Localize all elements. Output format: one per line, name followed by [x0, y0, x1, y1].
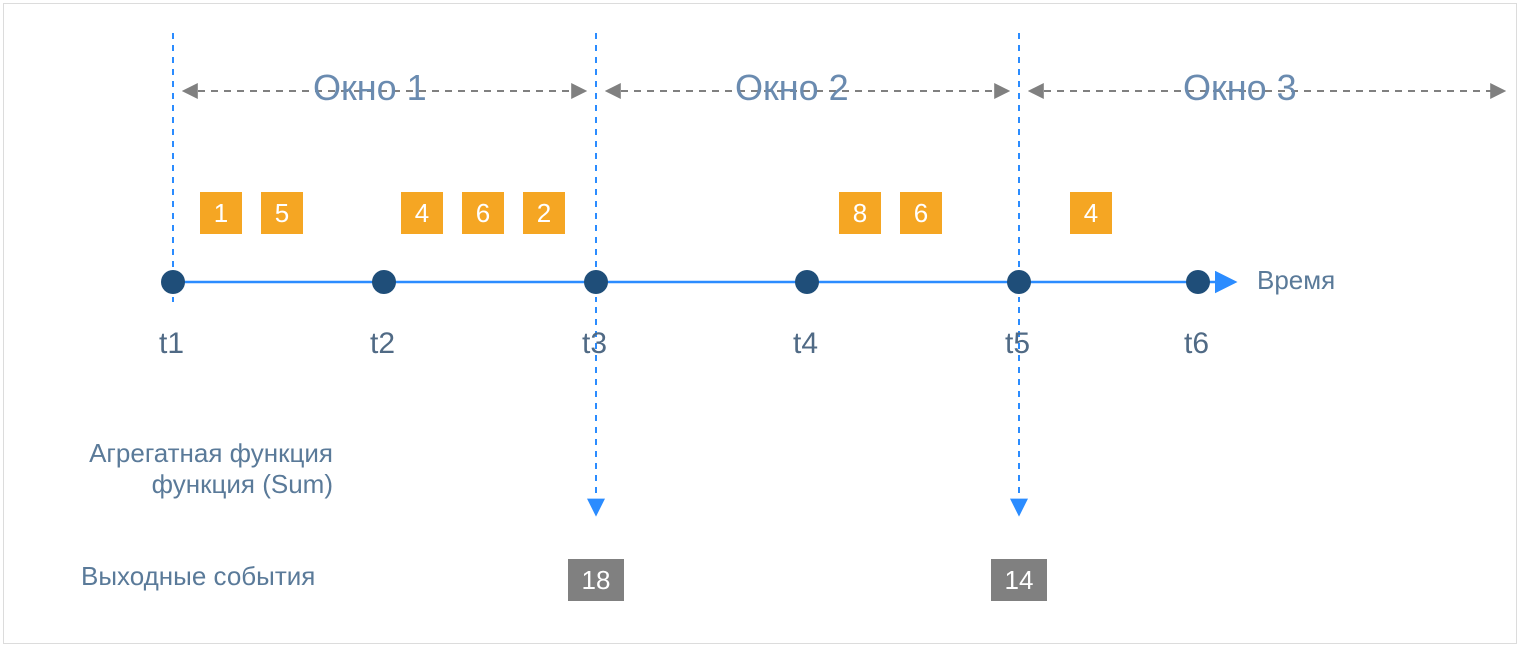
event-box-4: 2 [523, 192, 565, 234]
output-events-label: Выходные события [81, 561, 315, 592]
window-label-2: Окно 2 [735, 67, 849, 109]
tick-label-t3: t3 [582, 327, 607, 361]
event-box-2: 4 [401, 192, 443, 234]
window-label-1: Окно 1 [313, 67, 427, 109]
output-box-0: 18 [568, 559, 624, 601]
tick-label-t2: t2 [370, 327, 395, 361]
tick-label-t1: t1 [159, 327, 184, 361]
tick-label-t5: t5 [1005, 327, 1030, 361]
event-box-0: 1 [200, 192, 242, 234]
window-label-3: Окно 3 [1183, 67, 1297, 109]
event-box-5: 8 [839, 192, 881, 234]
aggregate-function-label: Агрегатная функция функция (Sum) [43, 438, 333, 500]
event-box-6: 6 [900, 192, 942, 234]
output-box-1: 14 [991, 559, 1047, 601]
diagram-canvas: Агрегатная функция функция (Sum) Выходны… [3, 3, 1517, 644]
tick-label-t4: t4 [793, 327, 818, 361]
event-box-1: 5 [261, 192, 303, 234]
time-axis-label: Время [1257, 265, 1335, 296]
event-box-7: 4 [1070, 192, 1112, 234]
tick-label-t6: t6 [1184, 327, 1209, 361]
event-box-3: 6 [462, 192, 504, 234]
